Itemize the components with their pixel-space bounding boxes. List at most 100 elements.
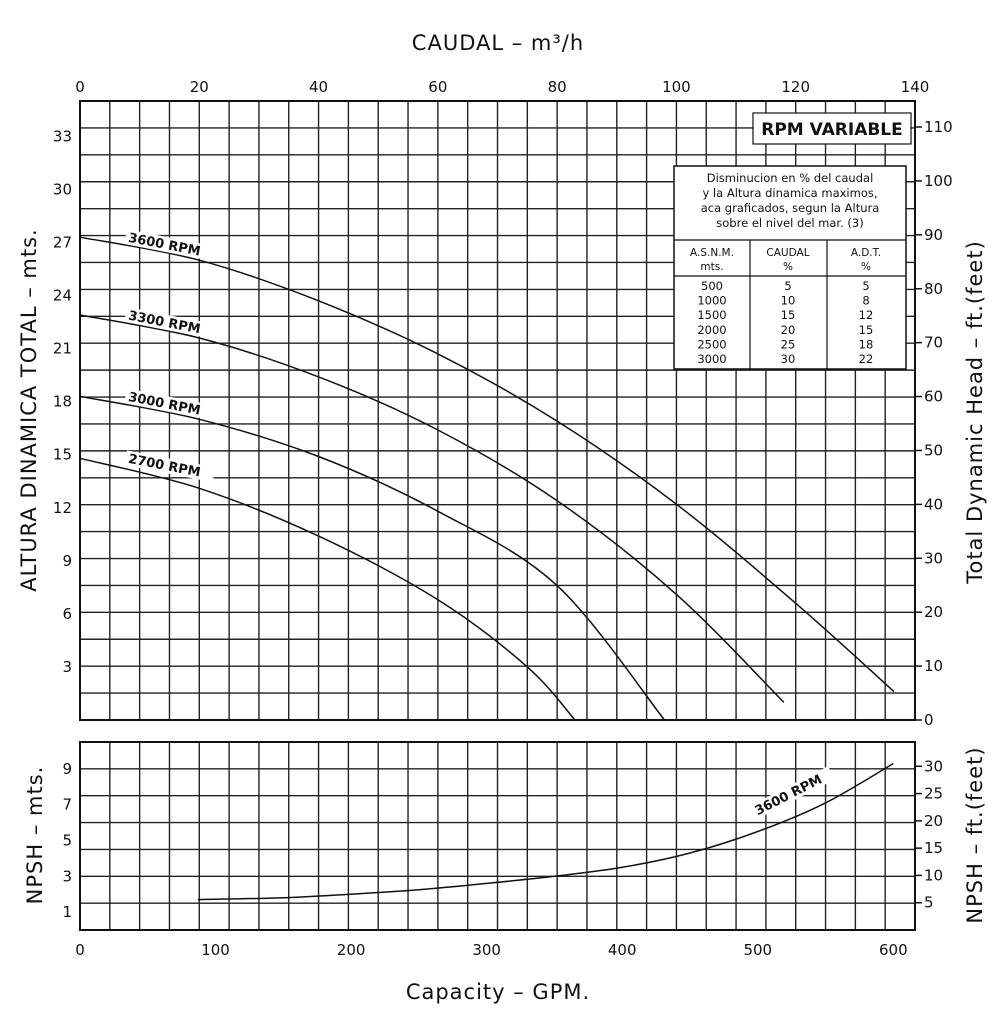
x-top-tick-label: 120 — [781, 78, 810, 96]
table-cell: 500 — [701, 279, 723, 293]
table-col-asnm-unit: mts. — [700, 261, 723, 273]
y-left-tick-label: 27 — [53, 233, 72, 251]
table-cell: 12 — [859, 308, 874, 322]
curve-label-bg — [124, 450, 216, 483]
table-cell: 1500 — [697, 308, 726, 322]
y-axis-right-title: Total Dynamic Head – ft.(feet) — [963, 240, 987, 585]
y-axis-left-title: ALTURA DINAMICA TOTAL – mts. — [17, 228, 41, 591]
y-left-tick-label: 3 — [62, 658, 72, 676]
y-right-tick-label: 60 — [924, 388, 943, 406]
y-left-tick-label: 24 — [53, 287, 72, 305]
y-left-tick-label: 18 — [53, 393, 72, 411]
x-bottom-tick-label: 300 — [472, 941, 501, 959]
x-top-tick-label: 60 — [428, 78, 447, 96]
x-bottom-tick-label: 100 — [201, 941, 230, 959]
npsh-y-left-tick-label: 7 — [62, 796, 72, 814]
y-right-tick-label: 10 — [924, 657, 943, 675]
npsh-y-axis-right-title: NPSH – ft.(feet) — [963, 746, 987, 923]
table-cell: 22 — [859, 352, 874, 366]
npsh-y-left-tick-label: 1 — [62, 903, 72, 921]
curve-label: 3000 RPM — [127, 390, 202, 419]
y-right-tick-label: 40 — [924, 495, 943, 513]
npsh-y-axis-left-title: NPSH – mts. — [23, 766, 47, 905]
x-axis-bottom-title: Capacity – GPM. — [406, 980, 590, 1004]
curve-label: 3300 RPM — [127, 309, 202, 338]
curve-3600-rpm — [79, 236, 895, 693]
table-cell: 10 — [781, 294, 796, 308]
npsh-y-right-tick-label: 30 — [924, 757, 943, 775]
npsh-y-left-tick-label: 3 — [62, 867, 72, 885]
y-right-tick-label: 90 — [924, 226, 943, 244]
table-cell: 5 — [784, 279, 791, 293]
x-top-tick-label: 140 — [901, 78, 930, 96]
table-note-line-4: sobre el nivel del mar. (3) — [716, 216, 863, 230]
table-col-caudal-unit: % — [783, 261, 793, 273]
x-bottom-tick-label: 500 — [743, 941, 772, 959]
x-bottom-tick-label: 200 — [337, 941, 366, 959]
table-cell: 2000 — [697, 323, 726, 337]
table-note-line-3: aca graficados, segun la Altura — [701, 201, 880, 215]
table-cell: 30 — [781, 352, 796, 366]
x-top-tick-label: 80 — [548, 78, 567, 96]
npsh-y-right-tick-label: 5 — [924, 894, 934, 912]
npsh-y-right-tick-label: 10 — [924, 866, 943, 884]
x-top-tick-label: 100 — [662, 78, 691, 96]
curve-label-bg — [124, 229, 216, 262]
curve-label-bg — [124, 388, 216, 421]
y-right-tick-label: 20 — [924, 603, 943, 621]
table-col-caudal: CAUDAL — [766, 247, 809, 259]
x-bottom-tick-label: 400 — [608, 941, 637, 959]
npsh-chart-grid — [80, 742, 915, 930]
tick-labels: 0 20 40 60 80 100 120 1403691215182124273033010… — [53, 78, 953, 959]
npsh-y-left-tick-label: 9 — [62, 760, 72, 778]
y-left-tick-label: 6 — [62, 605, 72, 623]
y-left-tick-label: 15 — [53, 446, 72, 464]
table-cell: 15 — [859, 323, 874, 337]
curve-3000-rpm — [79, 395, 666, 721]
table-cell: 5 — [862, 279, 869, 293]
y-right-tick-label: 30 — [924, 549, 943, 567]
npsh-chart-frame — [79, 741, 916, 931]
y-right-tick-label: 100 — [924, 172, 953, 190]
table-cell: 20 — [781, 323, 796, 337]
table-cell: 25 — [781, 337, 796, 351]
table-cell: 15 — [781, 308, 796, 322]
table-col-adt: A.D.T. — [851, 247, 881, 259]
y-right-tick-label: 110 — [924, 118, 953, 136]
npsh-curve-label-bg — [749, 766, 835, 820]
y-right-tick-label: 50 — [924, 441, 943, 459]
x-top-tick-label: 0 — [75, 78, 85, 96]
chart-title: RPM VARIABLE — [761, 120, 903, 140]
npsh-y-right-tick-label: 20 — [924, 812, 943, 830]
npsh-curve-3600-rpm — [197, 762, 894, 901]
y-left-tick-label: 21 — [53, 340, 72, 358]
x-axis-top-title: CAUDAL – m³/h — [412, 31, 584, 55]
curve-label: 2700 RPM — [127, 452, 202, 481]
chart-title-box — [752, 112, 912, 145]
y-right-tick-label: 70 — [924, 334, 943, 352]
table-cell: 1000 — [697, 294, 726, 308]
table-cell: 8 — [862, 294, 869, 308]
y-left-tick-label: 33 — [53, 127, 72, 145]
table-col-adt-unit: % — [861, 261, 871, 273]
curve-3300-rpm — [79, 314, 785, 703]
y-left-tick-label: 9 — [62, 552, 72, 570]
y-left-tick-label: 30 — [53, 180, 72, 198]
y-right-tick-label: 80 — [924, 280, 943, 298]
table-cell: 18 — [859, 337, 874, 351]
table-cell: 3000 — [697, 352, 726, 366]
x-bottom-tick-label: 600 — [879, 941, 908, 959]
table-note-line-1: Disminucion en % del caudal — [707, 171, 874, 185]
table-col-asnm: A.S.N.M. — [690, 247, 734, 259]
altitude-table: Disminucion en % del caudal y la Altura … — [673, 165, 907, 370]
x-top-tick-label: 20 — [190, 78, 209, 96]
curve-2700-rpm — [79, 457, 576, 721]
npsh-y-left-tick-label: 5 — [62, 831, 72, 849]
table-cell: 2500 — [697, 337, 726, 351]
curve-label-bg — [124, 307, 216, 339]
x-bottom-tick-label: 0 — [75, 941, 85, 959]
y-right-tick-label: 0 — [924, 711, 934, 729]
table-note-line-2: y la Altura dinamica maximos, — [702, 186, 877, 200]
x-top-tick-label: 40 — [309, 78, 328, 96]
